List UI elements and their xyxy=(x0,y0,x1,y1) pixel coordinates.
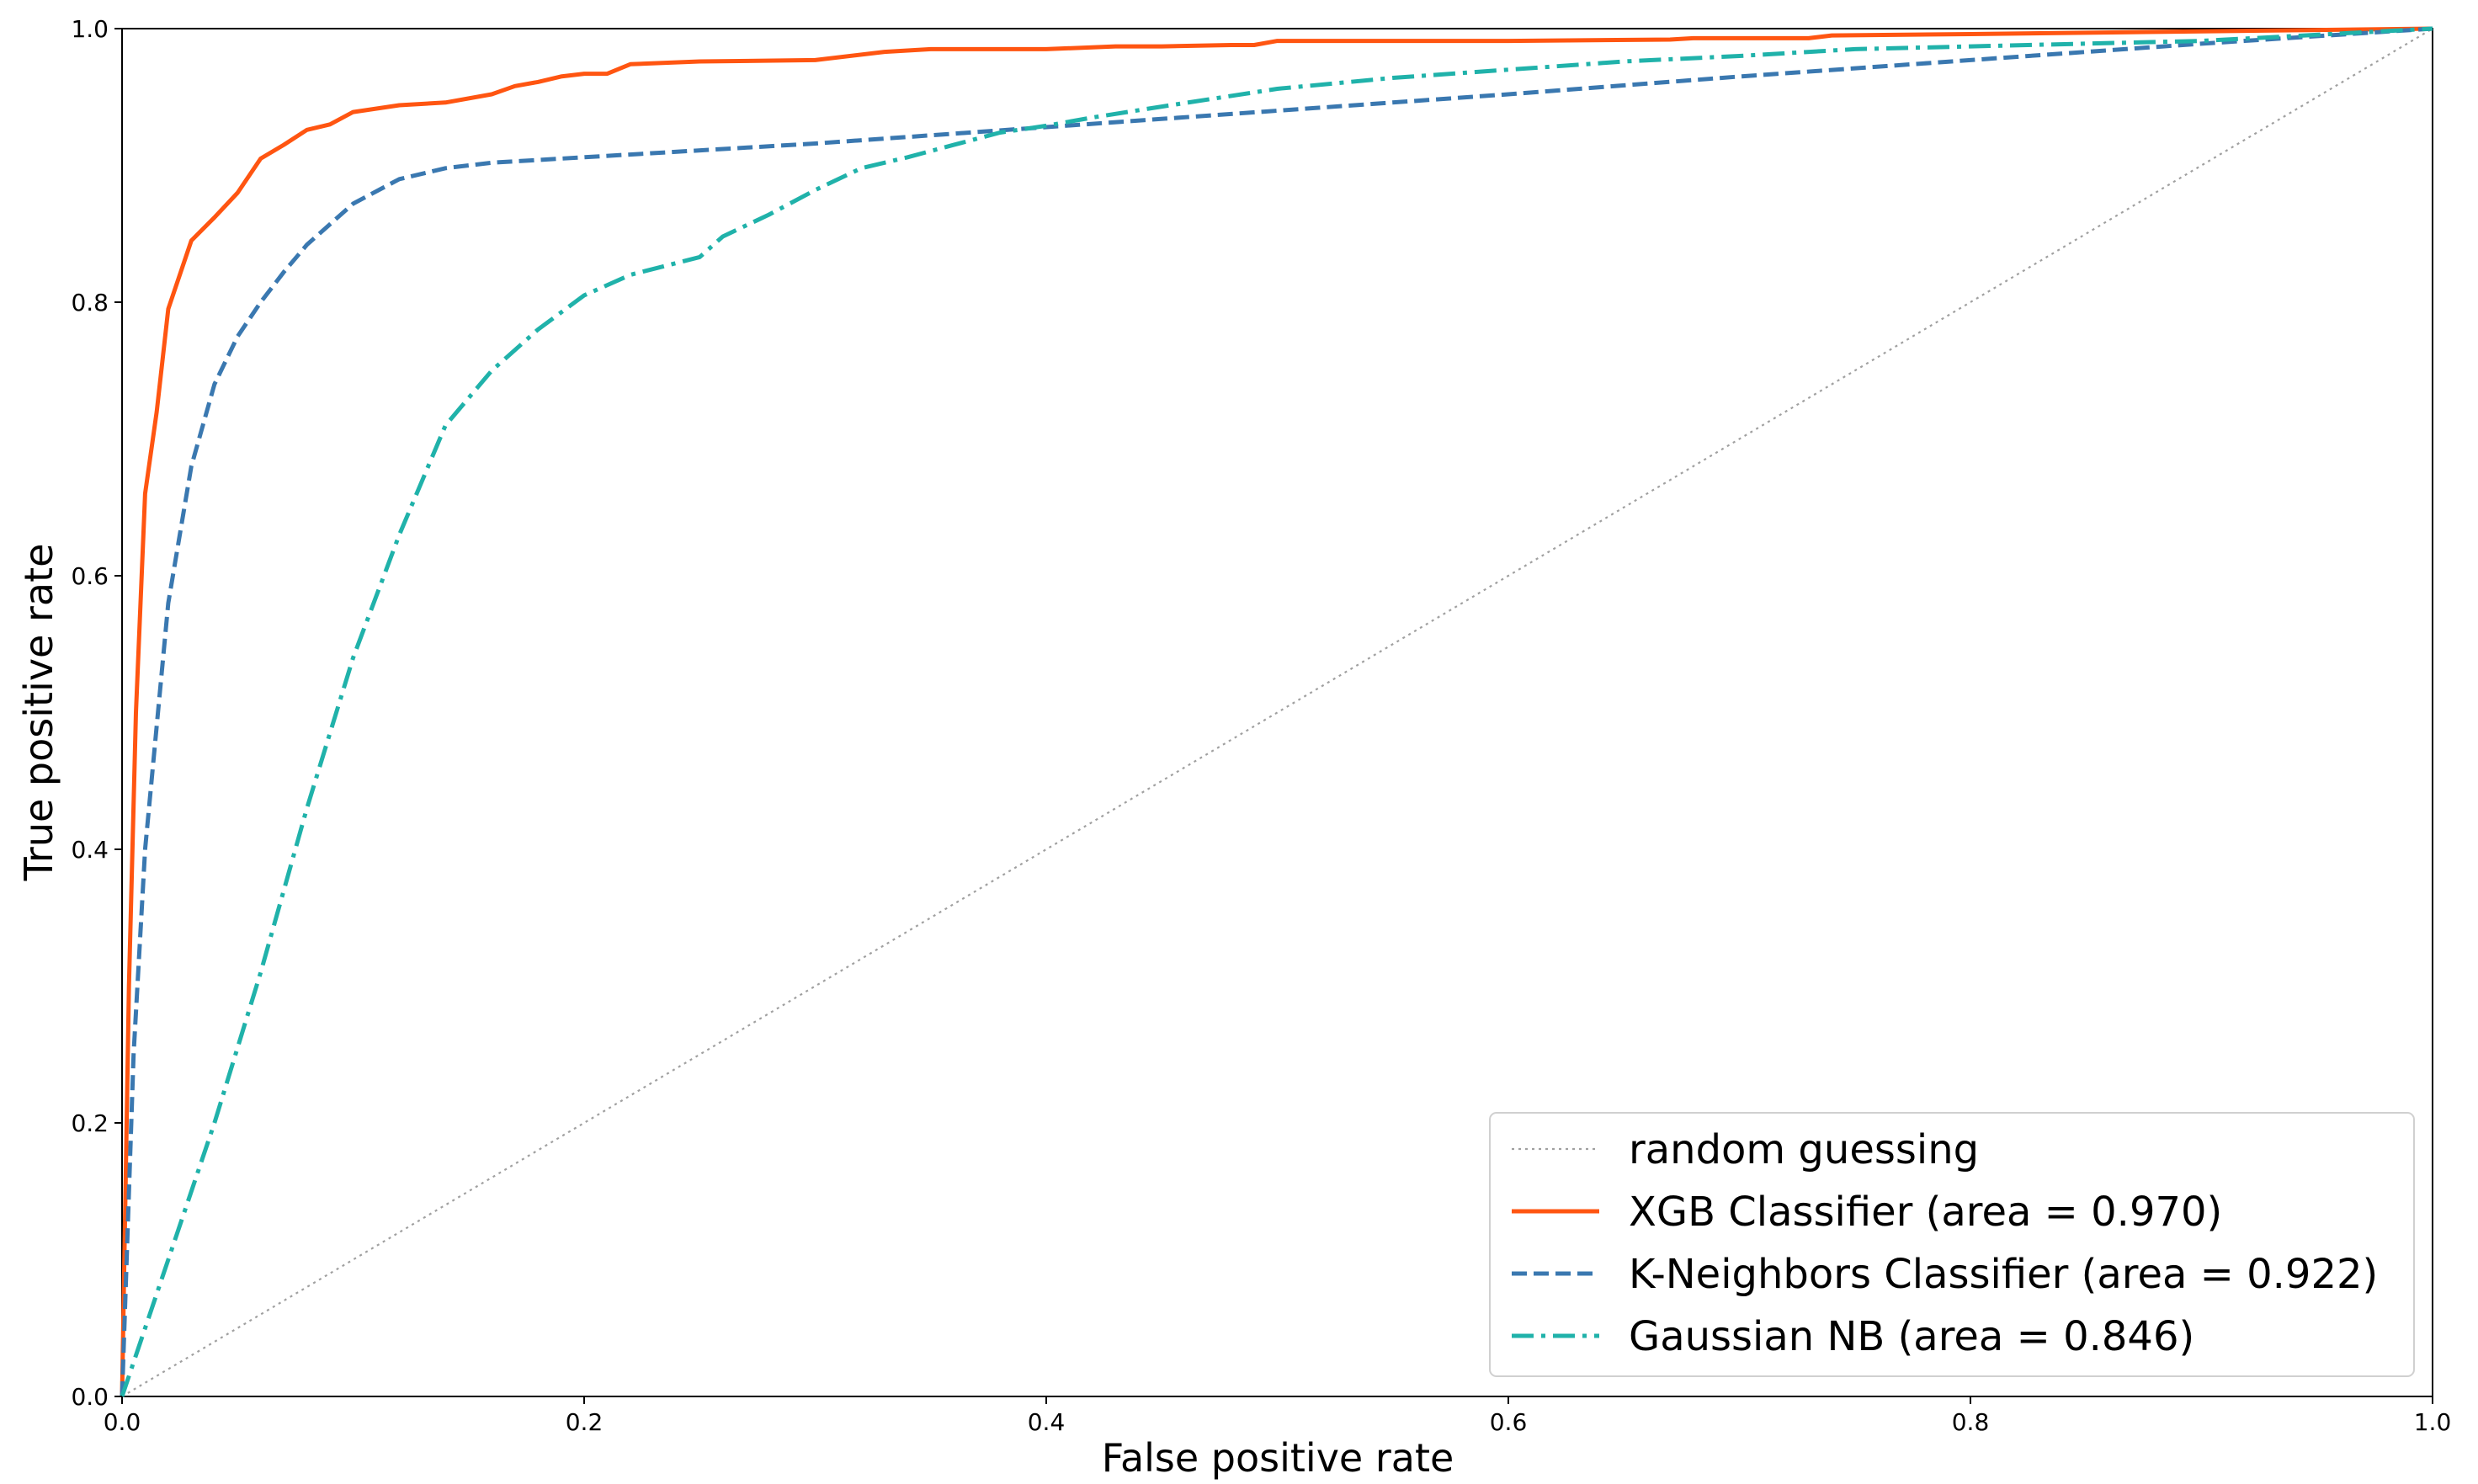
x-tick-label: 0.6 xyxy=(1490,1408,1528,1436)
y-tick-label: 0.6 xyxy=(71,562,109,590)
x-tick-label: 0.0 xyxy=(104,1408,141,1436)
y-tick-label: 0.2 xyxy=(71,1109,109,1137)
x-axis-label: False positive rate xyxy=(1102,1435,1454,1481)
legend-label-1: XGB Classifier (area = 0.970) xyxy=(1629,1189,2222,1236)
series-line-0 xyxy=(121,28,2433,1397)
y-tick-label: 0.8 xyxy=(71,289,109,316)
legend-box xyxy=(1489,1112,2415,1377)
series-line-2 xyxy=(120,26,2433,1397)
y-tick-label: 1.0 xyxy=(71,15,109,43)
legend-label-2: K-Neighbors Classifier (area = 0.922) xyxy=(1629,1251,2378,1298)
y-tick-label: 0.0 xyxy=(71,1383,109,1411)
series-line-1 xyxy=(120,26,2433,1397)
x-axis: 0.0 0.2 0.4 0.6 0.8 1.0 xyxy=(104,1396,2452,1436)
legend-label-3: Gaussian NB (area = 0.846) xyxy=(1629,1313,2194,1360)
x-tick-label: 0.4 xyxy=(1028,1408,1066,1436)
y-tick-label: 0.4 xyxy=(71,836,109,864)
x-tick-label: 0.8 xyxy=(1952,1408,1990,1436)
legend: random guessing XGB Classifier (area = 0.… xyxy=(1489,1112,2415,1377)
y-axis: 0.0 0.2 0.4 0.6 0.8 1.0 xyxy=(71,15,122,1411)
y-axis-label: True positive rate xyxy=(16,544,61,882)
legend-label-0: random guessing xyxy=(1629,1126,1979,1173)
series-layer xyxy=(120,26,2433,1397)
x-tick-label: 0.2 xyxy=(566,1408,604,1436)
x-tick-label: 1.0 xyxy=(2414,1408,2452,1436)
series-line-3 xyxy=(120,26,2433,1397)
